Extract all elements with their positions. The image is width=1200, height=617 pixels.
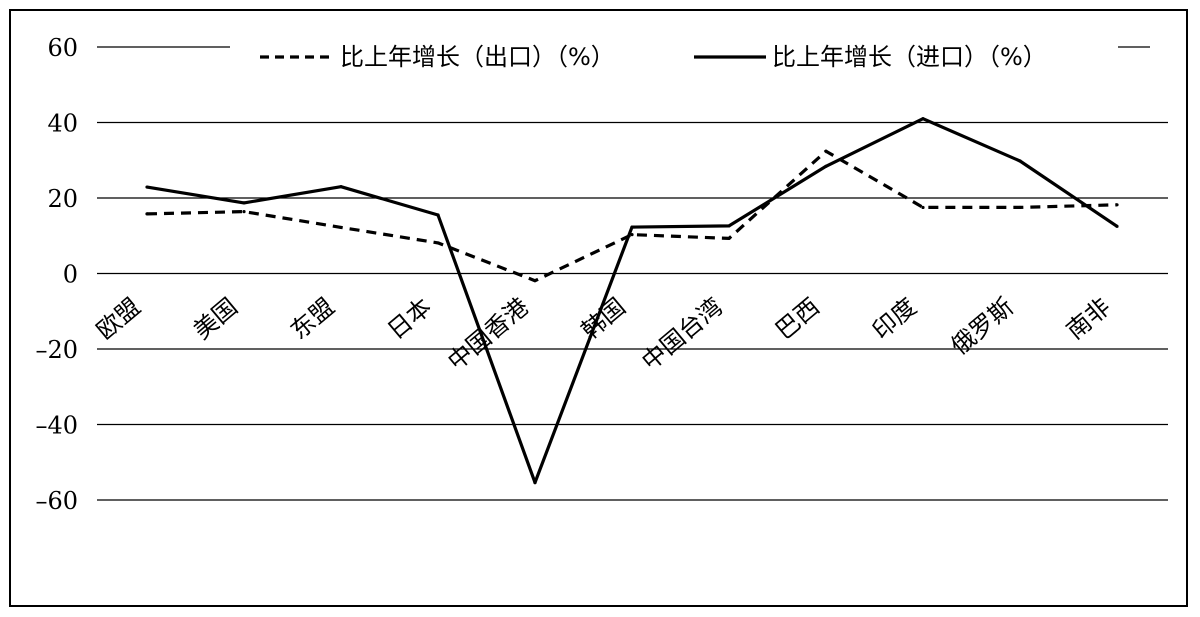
y-tick-label: 60 — [47, 34, 78, 62]
data-point — [630, 233, 634, 237]
data-point — [436, 213, 440, 217]
data-point — [921, 205, 925, 210]
data-point — [242, 201, 246, 205]
x-category-label: 日本 — [382, 293, 437, 345]
data-point — [824, 164, 828, 168]
x-category-label: 欧盟 — [91, 293, 146, 345]
data-point — [533, 481, 537, 485]
data-point — [727, 236, 731, 240]
x-category-label: 中国香港 — [442, 293, 534, 376]
x-category-label: 美国 — [188, 293, 243, 345]
x-category-label: 俄罗斯 — [946, 293, 1019, 361]
data-point — [824, 149, 828, 153]
y-tick-label: 20 — [47, 185, 78, 213]
y-tick-label: 0 — [63, 261, 78, 289]
x-category-label: 南非 — [1061, 293, 1116, 345]
data-point — [339, 185, 343, 189]
legend: 比上年增长（出口）（%） 比上年增长（进口）（%） — [260, 43, 1047, 71]
y-tick-label: 40 — [47, 110, 78, 138]
data-point — [145, 185, 149, 189]
x-category-label: 印度 — [867, 293, 922, 345]
data-point — [242, 209, 246, 214]
x-category-label: 东盟 — [285, 293, 340, 345]
data-point — [921, 117, 925, 121]
series-line-import — [146, 117, 1118, 485]
y-tick-label: –60 — [35, 487, 78, 515]
data-point — [727, 224, 731, 228]
legend-label-export: 比上年增长（出口）（%） — [340, 43, 615, 71]
series-line-export — [146, 149, 1118, 283]
series-lines — [145, 117, 1119, 485]
y-tick-label: –20 — [35, 336, 78, 364]
data-point — [533, 279, 537, 283]
x-category-label: 中国台湾 — [636, 293, 728, 376]
gridlines — [97, 46, 1168, 501]
data-point — [1018, 159, 1022, 163]
data-point — [630, 225, 634, 229]
data-point — [339, 225, 343, 230]
y-tick-label: –40 — [35, 412, 78, 440]
data-point — [1115, 203, 1119, 207]
legend-label-import: 比上年增长（进口）（%） — [772, 43, 1047, 71]
x-category-label: 巴西 — [770, 293, 825, 345]
data-point — [1018, 205, 1022, 210]
y-tick-labels: 60 40 20 0 –20 –40 –60 — [35, 34, 78, 515]
chart-frame — [9, 9, 1188, 607]
data-point — [436, 241, 440, 245]
data-point — [1115, 224, 1119, 228]
data-point — [145, 212, 149, 216]
